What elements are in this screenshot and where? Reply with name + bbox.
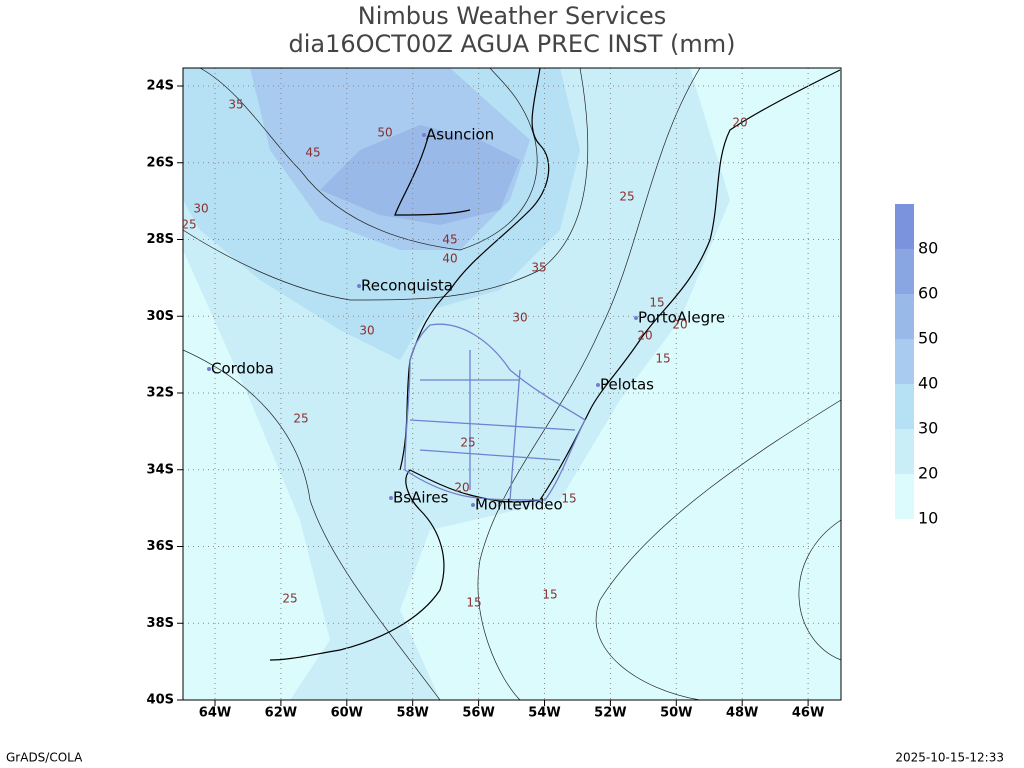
title-line2: dia16OCT00Z AGUA PREC INST (mm) [288,30,735,58]
city-label: Cordoba [211,360,274,378]
city-label: PortoAlegre [638,309,725,327]
lat-label: 36S [147,539,174,554]
city-label: Montevideo [475,496,563,514]
contour-label: 45 [442,233,457,247]
city-label: Asuncion [426,126,494,144]
lon-label: 48W [726,706,758,721]
colorbar-box [895,384,914,429]
contour-label: 20 [732,116,747,130]
contour-label: 25 [619,190,634,204]
city-label: Pelotas [600,376,654,394]
contour [199,68,538,251]
grid [177,68,841,706]
colorbar-label: 80 [918,239,938,258]
contour [183,68,589,301]
footer-left: GrADS/COLA [6,751,83,765]
colorbar-label: 20 [918,464,938,483]
city-label: Reconquista [361,277,453,295]
contour-label: 45 [305,146,320,160]
lat-label: 38S [147,616,174,631]
colorbar-box [895,339,914,384]
city-dot [389,496,393,500]
contour-label: 25 [282,592,297,606]
contour-label: 30 [512,311,527,325]
shade-10b [183,250,330,700]
lat-label: 40S [147,693,174,708]
shade-10 [400,68,841,700]
footer-right: 2025-10-15-12:33 [895,751,1004,765]
contour-label: 35 [531,261,546,275]
lat-label: 32S [147,386,174,401]
contour-label: 25 [293,412,308,426]
contour-label: 50 [377,126,392,140]
contour-label: 30 [359,324,374,338]
coastline [269,69,841,661]
city-dot [357,284,361,288]
city-label: BsAires [393,489,449,507]
colorbar-label: 60 [918,284,938,303]
contour-label: 40 [442,252,457,266]
colorbar [895,204,914,519]
border [399,68,550,471]
city-dot [634,316,638,320]
lon-label: 56W [462,706,494,721]
colorbar-box [895,204,914,249]
lat-label: 34S [147,462,174,477]
city-dot [207,367,211,371]
colorbar-label: 10 [918,509,938,528]
colorbar-box [895,429,914,474]
lon-label: 52W [594,706,626,721]
map-area [183,68,841,700]
lat-label: 24S [147,79,174,94]
contour-label: 15 [655,352,670,366]
contour-label: 15 [649,296,664,310]
colorbar-box [895,294,914,339]
contour [477,68,701,700]
contour [595,399,841,700]
city-dot [422,133,426,137]
contour-label: 30 [193,202,208,216]
lon-label: 58W [396,706,428,721]
border [394,129,471,216]
contour-label: 35 [228,98,243,112]
contour-label: 20 [454,481,469,495]
lat-label: 28S [147,232,174,247]
colorbar-box [895,249,914,294]
lon-label: 62W [265,706,297,721]
contour-label: 15 [542,588,557,602]
lon-label: 60W [331,706,363,721]
colorbar-label: 40 [918,374,938,393]
lat-label: 30S [147,309,174,324]
lon-label: 54W [528,706,560,721]
colorbar-label: 50 [918,329,938,348]
contour-label: 25 [181,218,196,232]
contour-label: 20 [672,318,687,332]
colorbar-label: 30 [918,419,938,438]
city-dot [596,383,600,387]
contour [798,519,841,661]
lon-label: 46W [792,706,824,721]
lon-label: 64W [199,706,231,721]
city-dot [471,503,475,507]
uruguay-border [404,323,586,501]
contour-label: 25 [460,436,475,450]
contour-label: 15 [561,492,576,506]
lat-label: 26S [147,155,174,170]
shade-50 [320,125,520,225]
map-frame [182,67,842,701]
title-line1: Nimbus Weather Services [358,2,666,30]
contour-label: 15 [466,596,481,610]
colorbar-box [895,474,914,519]
lon-label: 50W [660,706,692,721]
contour-label: 20 [637,329,652,343]
